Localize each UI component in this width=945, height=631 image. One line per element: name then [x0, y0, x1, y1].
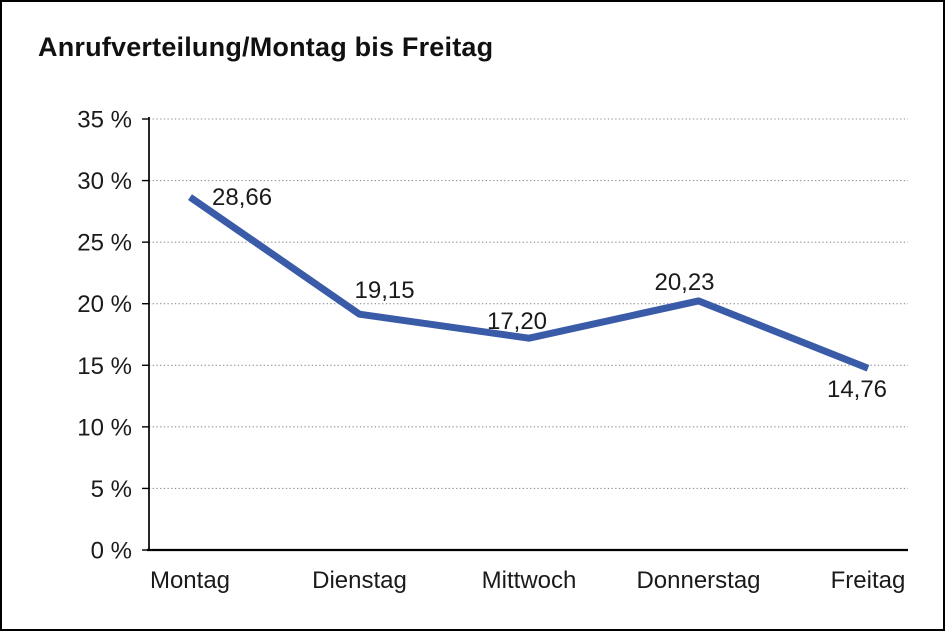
data-point-label: 28,66 — [212, 184, 272, 211]
x-tick-label: Donnerstag — [636, 567, 760, 594]
data-point-label: 14,76 — [827, 376, 887, 403]
x-tick-label: Dienstag — [312, 567, 407, 594]
y-tick-label: 15 % — [77, 353, 132, 380]
x-tick-label: Montag — [150, 567, 230, 594]
y-tick-label: 30 % — [77, 168, 132, 195]
y-tick-label: 20 % — [77, 291, 132, 318]
y-tick-label: 25 % — [77, 230, 132, 257]
data-line — [188, 194, 870, 372]
y-tick-label: 10 % — [77, 414, 132, 441]
data-point-label: 19,15 — [355, 277, 415, 304]
x-tick-label: Freitag — [831, 567, 906, 594]
data-point-label: 20,23 — [654, 269, 714, 296]
y-tick-label: 35 % — [77, 107, 132, 134]
chart-title: Anrufverteilung/Montag bis Freitag — [38, 32, 494, 62]
y-tick-label: 5 % — [91, 476, 132, 503]
data-point-label: 17,20 — [487, 308, 547, 335]
x-tick-label: Mittwoch — [482, 567, 577, 594]
y-tick-label: 0 % — [91, 538, 132, 565]
